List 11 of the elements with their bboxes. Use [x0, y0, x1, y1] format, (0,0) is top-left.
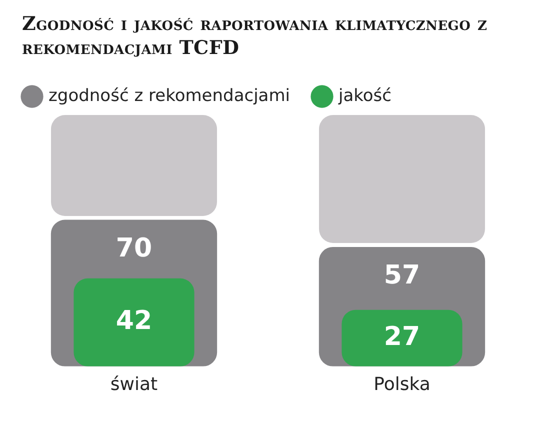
x-tick-label: świat [110, 374, 158, 395]
x-tick-label: Polska [374, 374, 430, 395]
legend-label: jakość [338, 86, 392, 106]
data-label: 42 [116, 306, 152, 336]
bar [74, 278, 194, 366]
data-label: 27 [384, 322, 420, 352]
data-label: 70 [116, 234, 152, 264]
chart-title: Zgodność i jakość raportowania klimatycznego z rekomendacjami TCFD [22, 12, 488, 60]
data-label: 57 [384, 260, 420, 291]
bar [342, 310, 462, 366]
legend-label: zgodność z rekomendacjami [48, 86, 290, 106]
